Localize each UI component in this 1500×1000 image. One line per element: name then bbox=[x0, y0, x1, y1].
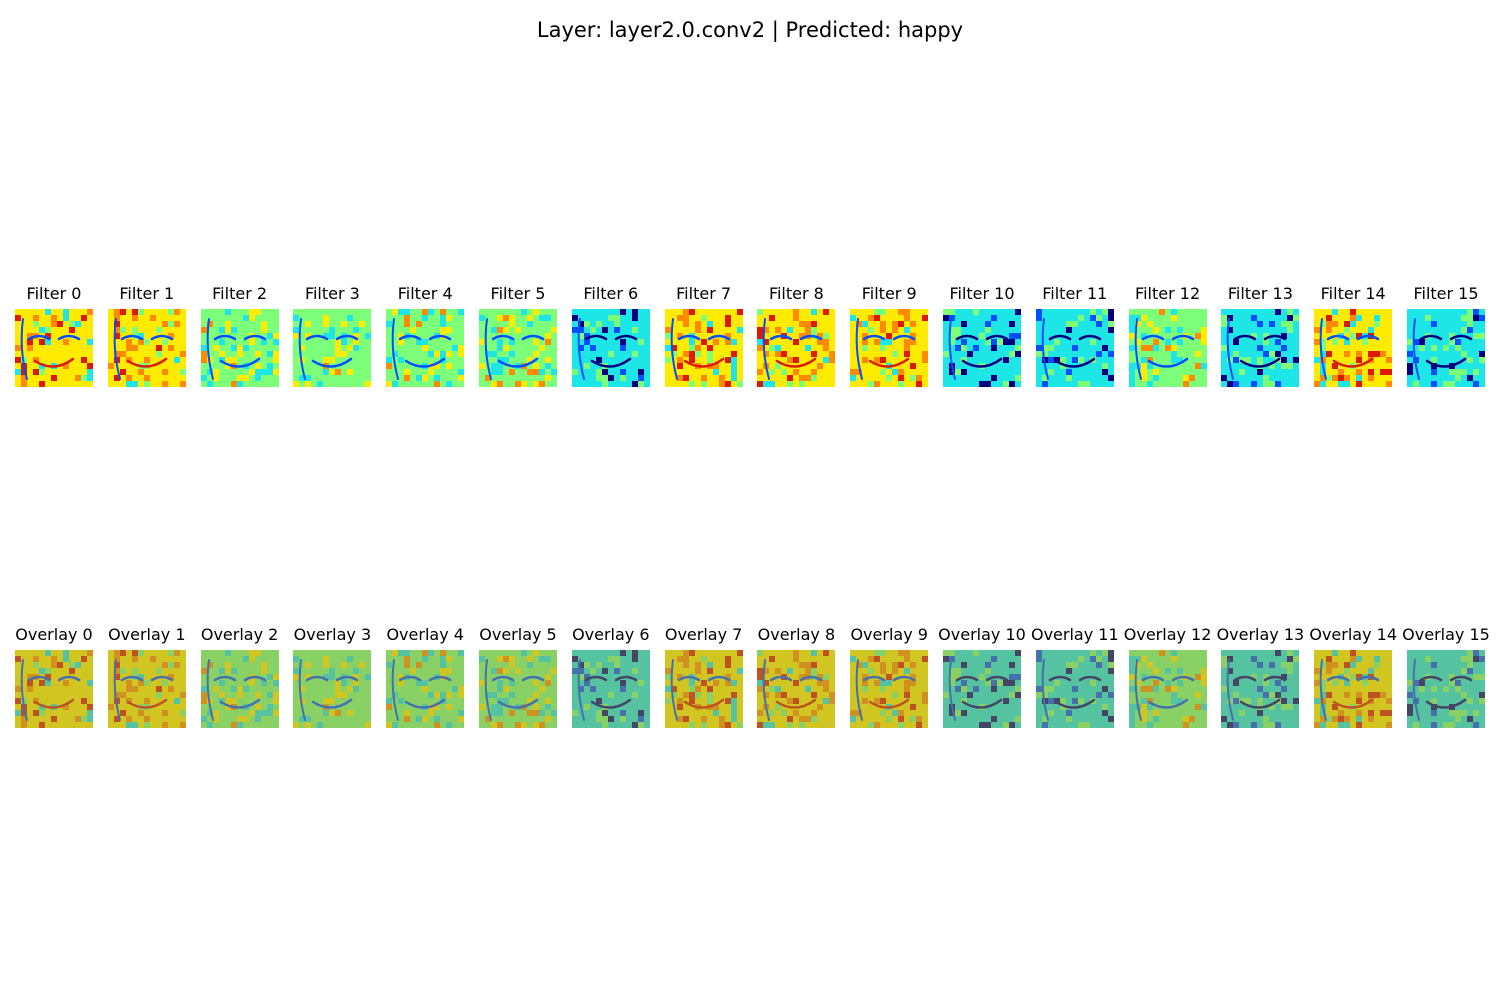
filter-map-cell: Filter 9 bbox=[850, 282, 929, 392]
activation-overlay-image bbox=[1314, 650, 1393, 728]
filter-map-cell: Filter 15 bbox=[1407, 282, 1485, 392]
overlay-label: Overlay 6 bbox=[572, 625, 650, 644]
activation-heatmap bbox=[850, 309, 929, 387]
activation-overlay-image bbox=[850, 650, 929, 728]
activation-heatmap bbox=[15, 309, 93, 387]
overlay-map-cell: Overlay 10 bbox=[938, 623, 1026, 733]
filter-label: Filter 10 bbox=[949, 284, 1015, 303]
filter-label: Filter 0 bbox=[26, 284, 82, 303]
overlay-map-cell: Overlay 0 bbox=[15, 623, 93, 733]
activation-overlay-image bbox=[293, 650, 372, 728]
activation-heatmap bbox=[1407, 309, 1485, 387]
filter-map-cell: Filter 2 bbox=[200, 282, 279, 392]
filter-label: Filter 6 bbox=[583, 284, 639, 303]
filter-map-cell: Filter 11 bbox=[1035, 282, 1114, 392]
filter-label: Filter 13 bbox=[1227, 284, 1293, 303]
activation-overlay-image bbox=[1221, 650, 1300, 728]
overlay-label: Overlay 12 bbox=[1123, 625, 1212, 644]
overlay-label: Overlay 0 bbox=[15, 625, 93, 644]
overlay-label: Overlay 1 bbox=[108, 625, 186, 644]
overlay-map-cell: Overlay 13 bbox=[1217, 623, 1304, 733]
activation-overlay-image bbox=[200, 650, 279, 728]
overlay-map-cell: Overlay 4 bbox=[386, 623, 465, 733]
overlay-label: Overlay 8 bbox=[757, 625, 836, 644]
overlay-map-cell: Overlay 14 bbox=[1309, 623, 1397, 733]
filter-map-cell: Filter 4 bbox=[386, 282, 465, 392]
overlay-map-cell: Overlay 7 bbox=[664, 623, 743, 733]
activation-overlay-image bbox=[479, 650, 557, 728]
filter-label: Filter 15 bbox=[1413, 284, 1479, 303]
filter-map-cell: Filter 6 bbox=[571, 282, 650, 392]
activation-overlay-image bbox=[386, 650, 465, 728]
filter-map-cell: Filter 12 bbox=[1128, 282, 1207, 392]
activation-heatmap bbox=[571, 309, 650, 387]
overlay-map-cell: Overlay 5 bbox=[479, 623, 557, 733]
overlay-label: Overlay 7 bbox=[664, 625, 743, 644]
filter-map-cell: Filter 14 bbox=[1314, 282, 1393, 392]
overlay-map-cell: Overlay 3 bbox=[293, 623, 372, 733]
activation-heatmap bbox=[479, 309, 557, 387]
overlay-label: Overlay 4 bbox=[386, 625, 464, 644]
overlay-map-cell: Overlay 8 bbox=[757, 623, 836, 733]
figure-title: Layer: layer2.0.conv2 | Predicted: happy bbox=[536, 18, 964, 42]
filter-row: Filter 0 Filter 1 Filter 2 Filter 3 Filter 4… bbox=[0, 282, 1500, 402]
filter-label: Filter 14 bbox=[1320, 284, 1386, 303]
overlay-label: Overlay 14 bbox=[1309, 625, 1398, 644]
activation-heatmap bbox=[664, 309, 743, 387]
filter-map-cell: Filter 1 bbox=[107, 282, 186, 392]
activation-overlay-image bbox=[664, 650, 743, 728]
activation-overlay-image bbox=[757, 650, 836, 728]
filter-label: Filter 11 bbox=[1042, 284, 1108, 303]
filter-map-cell: Filter 8 bbox=[757, 282, 836, 392]
activation-heatmap bbox=[757, 309, 836, 387]
filter-map-cell: Filter 10 bbox=[943, 282, 1021, 392]
activation-heatmap bbox=[1221, 309, 1300, 387]
activation-overlay-image bbox=[943, 650, 1021, 728]
overlay-map-cell: Overlay 1 bbox=[107, 623, 186, 733]
activation-overlay-image bbox=[107, 650, 186, 728]
filter-map-cell: Filter 13 bbox=[1221, 282, 1300, 392]
activation-heatmap bbox=[386, 309, 465, 387]
overlay-label: Overlay 5 bbox=[479, 625, 557, 644]
overlay-label: Overlay 9 bbox=[850, 625, 928, 644]
filter-label: Filter 1 bbox=[119, 284, 175, 303]
activation-overlay-image bbox=[15, 650, 93, 728]
overlay-label: Overlay 11 bbox=[1030, 625, 1119, 644]
overlay-map-cell: Overlay 11 bbox=[1031, 623, 1119, 733]
filter-map-cell: Filter 7 bbox=[664, 282, 743, 392]
overlay-map-cell: Overlay 12 bbox=[1124, 623, 1211, 733]
filter-label: Filter 4 bbox=[397, 284, 453, 303]
activation-overlay-image bbox=[1035, 650, 1114, 728]
overlay-label: Overlay 15 bbox=[1402, 625, 1490, 644]
overlay-map-cell: Overlay 15 bbox=[1402, 623, 1490, 733]
filter-label: Filter 9 bbox=[861, 284, 917, 303]
activation-heatmap bbox=[107, 309, 186, 387]
filter-map-cell: Filter 3 bbox=[293, 282, 372, 392]
activation-heatmap bbox=[1128, 309, 1207, 387]
activation-heatmap bbox=[1314, 309, 1393, 387]
overlay-map-cell: Overlay 2 bbox=[200, 623, 279, 733]
activation-heatmap bbox=[200, 309, 279, 387]
overlay-map-cell: Overlay 9 bbox=[850, 623, 929, 733]
overlay-label: Overlay 2 bbox=[200, 625, 279, 644]
activation-heatmap bbox=[943, 309, 1021, 387]
overlay-label: Overlay 13 bbox=[1216, 625, 1305, 644]
filter-map-cell: Filter 0 bbox=[15, 282, 93, 392]
overlay-row: Overlay 0 Overlay 1 Overlay 2 Overlay 3 Over… bbox=[0, 623, 1500, 743]
filter-label: Filter 7 bbox=[676, 284, 732, 303]
filter-label: Filter 2 bbox=[212, 284, 268, 303]
filter-label: Filter 3 bbox=[304, 284, 360, 303]
filter-map-cell: Filter 5 bbox=[479, 282, 557, 392]
filter-label: Filter 8 bbox=[768, 284, 824, 303]
activation-overlay-image bbox=[571, 650, 650, 728]
filter-label: Filter 5 bbox=[490, 284, 546, 303]
activation-overlay-image bbox=[1128, 650, 1207, 728]
activation-heatmap bbox=[293, 309, 372, 387]
filter-label: Filter 12 bbox=[1135, 284, 1201, 303]
overlay-label: Overlay 10 bbox=[938, 625, 1026, 644]
activation-overlay-image bbox=[1407, 650, 1485, 728]
overlay-label: Overlay 3 bbox=[293, 625, 372, 644]
activation-heatmap bbox=[1035, 309, 1114, 387]
overlay-map-cell: Overlay 6 bbox=[571, 623, 650, 733]
